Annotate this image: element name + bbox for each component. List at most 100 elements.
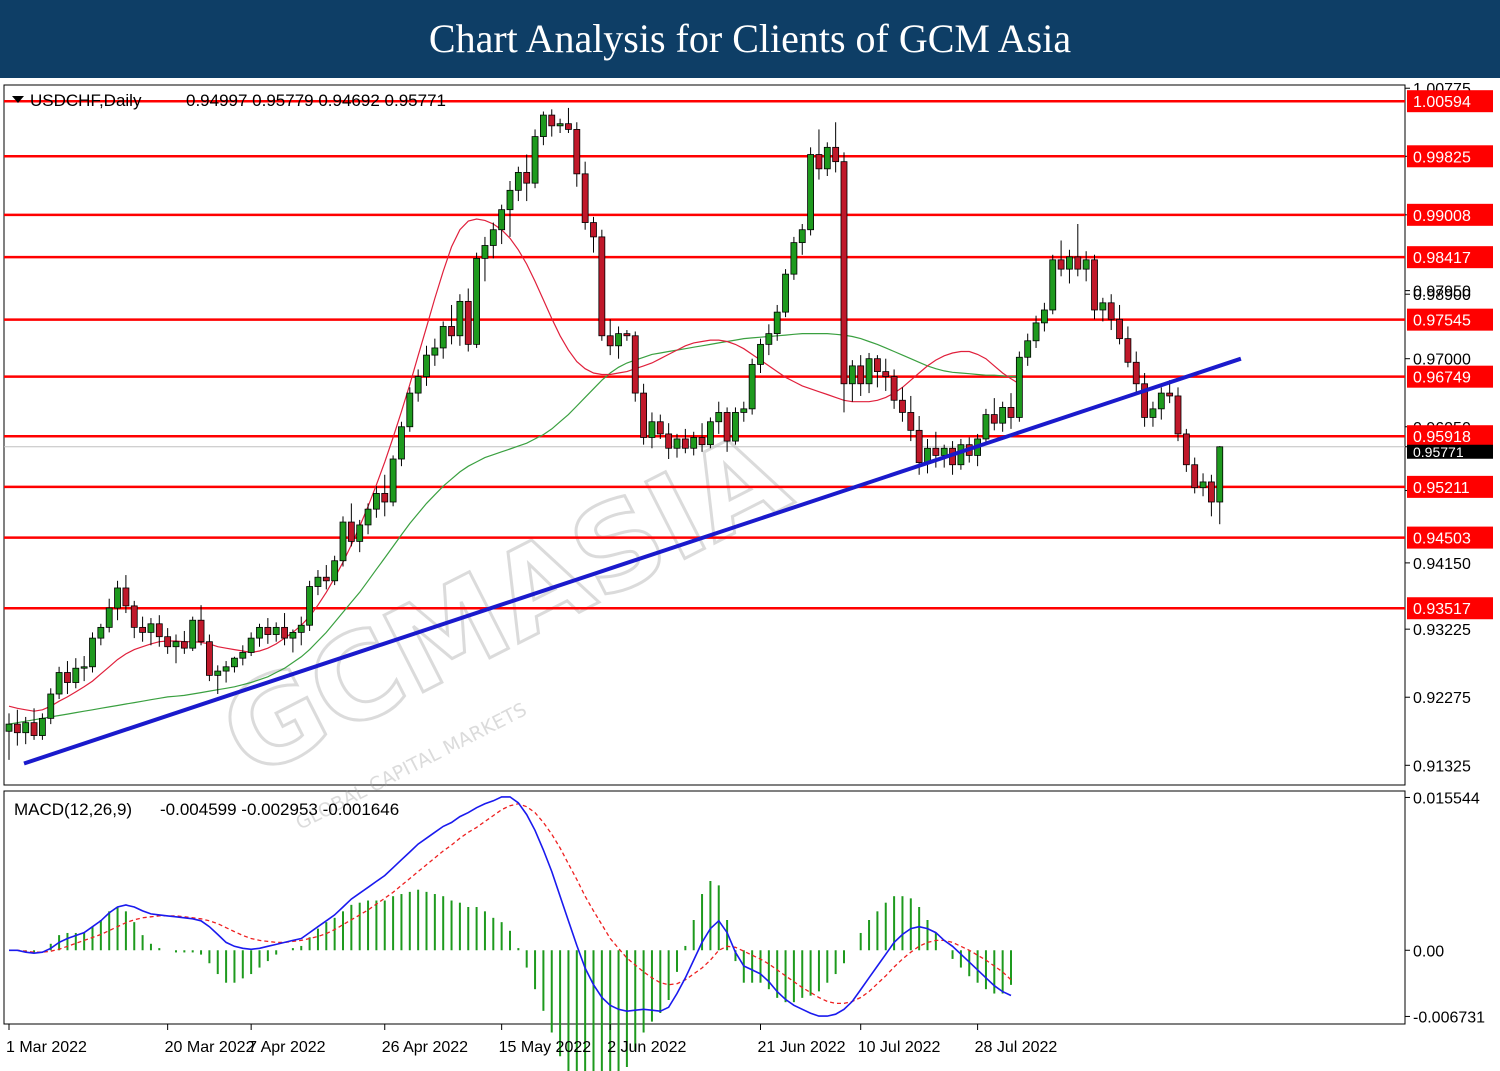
- candle: [949, 441, 956, 475]
- candle-body: [89, 637, 96, 668]
- candle: [982, 408, 990, 445]
- level-label-box: [1407, 203, 1493, 226]
- candle: [623, 330, 631, 341]
- candle: [690, 431, 698, 456]
- candle-body: [514, 172, 522, 191]
- candle-body: [1141, 383, 1148, 418]
- candle: [673, 433, 681, 458]
- candle-body: [807, 154, 814, 231]
- symbol-header: USDCHF,Daily: [30, 91, 142, 110]
- candle-body: [1057, 259, 1065, 270]
- candle-body: [590, 222, 597, 238]
- candle-body: [306, 586, 314, 626]
- candle-body: [105, 607, 113, 628]
- candle: [306, 580, 314, 631]
- candle-body: [606, 335, 614, 347]
- candle-body: [172, 641, 180, 648]
- level-label-box: [1407, 526, 1493, 549]
- candle: [314, 570, 322, 596]
- candle: [381, 474, 389, 517]
- candle: [364, 503, 372, 535]
- candle-body: [1116, 318, 1123, 340]
- candle-body: [556, 123, 564, 127]
- candle-body: [798, 229, 806, 244]
- candle: [615, 326, 622, 359]
- candle-body: [840, 161, 848, 385]
- candle-body: [389, 458, 397, 503]
- candle-body: [1149, 408, 1157, 418]
- macd-header: MACD(12,26,9): [14, 800, 132, 819]
- candle-body: [782, 273, 789, 313]
- candle: [990, 398, 998, 431]
- candle-body: [1099, 302, 1107, 311]
- candle-body: [164, 636, 172, 648]
- candle-body: [431, 347, 439, 356]
- candle: [489, 222, 497, 259]
- level-label: 1.00594: [1413, 94, 1471, 111]
- candle-body: [1182, 433, 1190, 466]
- candle: [1116, 304, 1123, 345]
- candle-body: [498, 209, 506, 231]
- candle-body: [565, 123, 572, 130]
- candle-body: [130, 605, 138, 628]
- candle: [514, 166, 522, 202]
- candle: [1066, 249, 1073, 284]
- candle-body: [1191, 464, 1199, 489]
- candle-body: [690, 437, 698, 449]
- candle: [1132, 351, 1140, 394]
- candle-body: [364, 508, 372, 526]
- date-tick-label: 2 Jun 2022: [607, 1039, 686, 1056]
- date-tick-label: 1 Mar 2022: [6, 1039, 87, 1056]
- candle-body: [673, 438, 681, 449]
- level-label: 0.93517: [1413, 601, 1471, 618]
- candle: [97, 623, 105, 646]
- candle: [556, 118, 564, 134]
- candle: [598, 229, 606, 341]
- candle-body: [197, 619, 205, 643]
- candle: [47, 688, 55, 725]
- price-tick-label: 0.97950: [1413, 284, 1471, 301]
- candle-body: [907, 412, 915, 431]
- candle: [13, 709, 21, 746]
- candle: [882, 358, 890, 391]
- candle: [1049, 254, 1057, 315]
- candle-body: [13, 723, 21, 734]
- level-label: 0.96749: [1413, 370, 1471, 387]
- level-label-box: [1407, 597, 1493, 620]
- candle: [865, 352, 873, 394]
- candle: [264, 618, 272, 644]
- candle: [439, 321, 447, 359]
- candle: [732, 407, 739, 445]
- date-tick-label: 7 Apr 2022: [248, 1039, 326, 1056]
- candle-body: [423, 354, 430, 378]
- candle: [1032, 315, 1040, 348]
- candle-body: [281, 626, 288, 639]
- candle: [1216, 446, 1224, 525]
- current-price-label: 0.95771: [1413, 444, 1464, 460]
- candle: [798, 223, 806, 255]
- candle-body: [406, 392, 414, 428]
- candle-body: [640, 392, 647, 438]
- date-tick-label: 26 Apr 2022: [382, 1039, 468, 1056]
- candle: [231, 656, 238, 673]
- level-labels: 1.00594 0.99825 0.99008 0.98417 0.97545 0.967…: [1407, 90, 1493, 620]
- candle-body: [80, 666, 88, 669]
- candle-body: [1174, 395, 1182, 435]
- candle: [565, 107, 572, 134]
- candle: [423, 345, 430, 386]
- candle-body: [147, 623, 155, 633]
- candle-body: [748, 364, 756, 410]
- candle: [1141, 373, 1148, 427]
- candle-body: [97, 626, 105, 639]
- candles: [5, 107, 1224, 760]
- candle: [414, 369, 422, 402]
- triangle-down-icon[interactable]: [12, 96, 24, 103]
- macd-main-line: [9, 796, 1012, 1017]
- candle-body: [615, 333, 622, 347]
- candle: [322, 565, 330, 590]
- candle-body: [1015, 356, 1023, 418]
- candle: [155, 615, 163, 647]
- candle-body: [573, 129, 581, 175]
- candle: [999, 401, 1007, 432]
